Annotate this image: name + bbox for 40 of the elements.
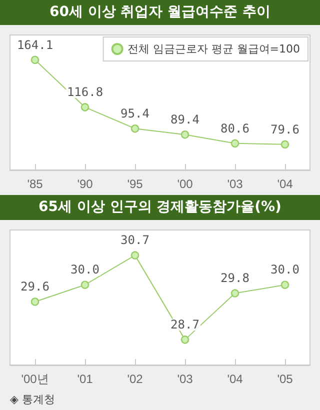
data-label: 28.7 bbox=[170, 318, 200, 332]
x-tick-label: '03 bbox=[227, 177, 244, 191]
point bbox=[30, 56, 40, 64]
point bbox=[80, 103, 90, 112]
chart-title: 60세 이상 취업자 월급여수준 추이 bbox=[0, 0, 320, 25]
point bbox=[280, 280, 290, 289]
data-label: 30.7 bbox=[120, 233, 150, 248]
x-tick-label: '90 bbox=[77, 177, 94, 191]
legend-label: 전체 임금근로자 평균 월급여=100 bbox=[127, 42, 300, 56]
x-tick-label: '04 bbox=[277, 177, 294, 191]
data-label: 79.6 bbox=[270, 122, 300, 136]
point bbox=[30, 298, 40, 306]
x-tick-label: '00 bbox=[177, 177, 194, 191]
data-label: 30.0 bbox=[270, 262, 300, 277]
x-tick-label: '03 bbox=[177, 372, 194, 386]
point bbox=[230, 139, 240, 148]
x-tick-label: '85 bbox=[27, 177, 44, 191]
data-label: 29.6 bbox=[20, 280, 50, 294]
point bbox=[130, 124, 140, 133]
x-tick-label: '04 bbox=[227, 372, 244, 386]
point bbox=[130, 251, 140, 260]
text: ◈ 통계청 bbox=[9, 392, 56, 408]
data-label: 80.6 bbox=[220, 121, 250, 136]
data-label: 164.1 bbox=[16, 38, 54, 52]
data-label: 29.8 bbox=[220, 271, 250, 286]
point bbox=[180, 130, 190, 139]
chart-title: 65세 이상 인구의 경제활동참가율(%) bbox=[0, 195, 320, 220]
point bbox=[230, 289, 240, 298]
x-tick-label: '05 bbox=[277, 372, 294, 386]
x-tick-label: '01 bbox=[77, 372, 94, 386]
data-label: 89.4 bbox=[170, 112, 200, 126]
x-tick-label: '95 bbox=[127, 177, 144, 191]
data-label: 116.8 bbox=[66, 85, 104, 100]
data-label: 95.4 bbox=[120, 106, 150, 120]
data-label: 30.0 bbox=[70, 262, 100, 277]
x-tick-label: '02 bbox=[127, 372, 144, 386]
point bbox=[180, 336, 190, 344]
x-tick-label: '00년 bbox=[21, 372, 49, 386]
point bbox=[80, 280, 90, 289]
point bbox=[280, 140, 290, 148]
